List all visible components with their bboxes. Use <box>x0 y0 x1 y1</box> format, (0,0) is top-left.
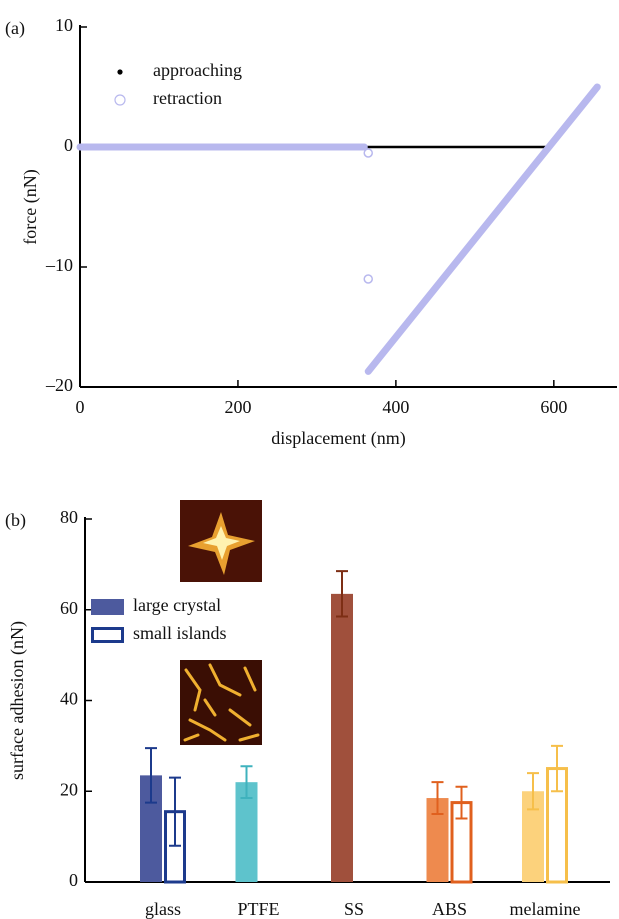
inset-image <box>180 500 262 582</box>
panel-label: (a) <box>5 18 25 39</box>
bar <box>331 594 353 882</box>
y-axis-label: force (nN) <box>20 169 41 244</box>
y-tick-label: 0 <box>64 135 73 155</box>
panel-label: (b) <box>5 510 26 531</box>
x-tick-label: PTFE <box>237 899 279 919</box>
data-line <box>368 87 597 371</box>
data-point <box>364 149 372 157</box>
legend-marker <box>118 70 122 74</box>
y-tick-label: 10 <box>55 15 73 35</box>
x-tick-label: 600 <box>540 397 567 417</box>
figure: (a) (b) –20–100100200400600displacement … <box>0 0 619 919</box>
legend-label: small islands <box>133 623 227 643</box>
y-tick-label: –10 <box>45 255 73 275</box>
y-axis-label: surface adhesion (nN) <box>7 621 28 780</box>
legend-label: large crystal <box>133 595 221 615</box>
x-tick-label: ABS <box>432 899 467 919</box>
x-tick-label: 0 <box>76 397 85 417</box>
x-tick-label: glass <box>145 899 181 919</box>
legend-marker <box>115 95 125 105</box>
y-tick-label: 20 <box>60 779 78 799</box>
x-tick-label: 400 <box>382 397 409 417</box>
x-tick-label: SS <box>344 899 364 919</box>
inset-image <box>180 660 262 745</box>
legend-swatch <box>91 599 124 615</box>
x-tick-label: 200 <box>224 397 251 417</box>
page: (a) (b) –20–100100200400600displacement … <box>0 0 619 919</box>
x-tick-label: melamine <box>510 899 581 919</box>
legend-label: approaching <box>153 60 242 80</box>
y-tick-label: 40 <box>60 689 78 709</box>
data-point <box>364 275 372 283</box>
y-tick-label: 0 <box>69 870 78 890</box>
y-tick-label: 60 <box>60 598 78 618</box>
y-tick-label: –20 <box>45 375 73 395</box>
legend-swatch <box>93 629 123 642</box>
x-axis-label: displacement (nm) <box>271 428 405 449</box>
legend-label: retraction <box>153 88 222 108</box>
y-tick-label: 80 <box>60 507 78 527</box>
